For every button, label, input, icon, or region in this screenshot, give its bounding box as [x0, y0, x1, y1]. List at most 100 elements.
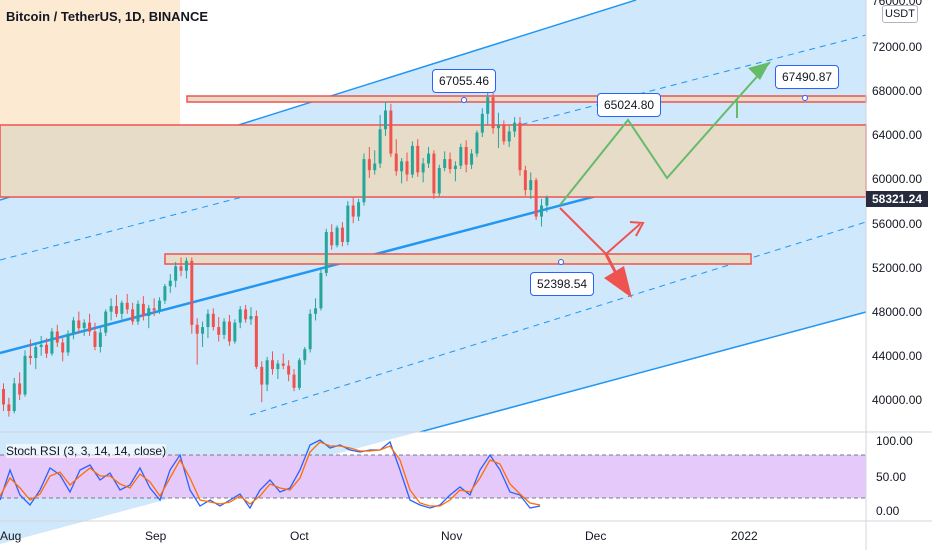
candle-body[interactable]	[265, 360, 269, 385]
candle-body[interactable]	[297, 360, 301, 388]
candle-body[interactable]	[45, 344, 49, 354]
support-zone[interactable]	[164, 253, 752, 265]
candle-body[interactable]	[540, 205, 543, 217]
candle-body[interactable]	[502, 124, 506, 142]
candle-body[interactable]	[507, 131, 511, 142]
candle-body[interactable]	[2, 388, 5, 405]
candle-body[interactable]	[152, 308, 156, 311]
candle-body[interactable]	[163, 286, 167, 301]
candle-body[interactable]	[7, 404, 11, 412]
candle-body[interactable]	[12, 383, 16, 412]
candle-body[interactable]	[330, 232, 334, 246]
candle-body[interactable]	[373, 163, 377, 171]
green-projection-path[interactable]	[559, 61, 771, 206]
low-target-callout[interactable]: 52398.54	[530, 272, 595, 296]
candle-body[interactable]	[82, 322, 86, 329]
candle-body[interactable]	[453, 165, 457, 170]
candle-body[interactable]	[319, 272, 323, 309]
candle-body[interactable]	[125, 302, 129, 310]
candle-body[interactable]	[443, 159, 447, 168]
candle-body[interactable]	[93, 331, 97, 347]
symbol-title[interactable]: Bitcoin / TetherUS, 1D, BINANCE	[6, 9, 209, 24]
candle-body[interactable]	[174, 266, 178, 281]
candle-body[interactable]	[448, 159, 452, 170]
candle-body[interactable]	[206, 313, 210, 328]
candle-body[interactable]	[227, 321, 231, 342]
candle-body[interactable]	[249, 316, 253, 320]
candle-body[interactable]	[244, 309, 248, 320]
candle-body[interactable]	[34, 346, 38, 359]
candle-body[interactable]	[470, 153, 474, 165]
candle-body[interactable]	[324, 232, 328, 273]
candle-body[interactable]	[287, 365, 291, 375]
currency-badge[interactable]: USDT	[882, 5, 918, 23]
candle-body[interactable]	[534, 180, 538, 217]
high-callout[interactable]: 67055.46	[432, 69, 497, 93]
candle-body[interactable]	[523, 170, 527, 191]
candle-body[interactable]	[314, 308, 318, 314]
candle-body[interactable]	[486, 97, 490, 114]
candle-body[interactable]	[513, 122, 517, 132]
candle-body[interactable]	[114, 306, 118, 314]
candle-body[interactable]	[271, 360, 274, 370]
candle-body[interactable]	[421, 163, 425, 173]
candle-body[interactable]	[55, 331, 59, 343]
top-resistance-zone[interactable]	[186, 95, 867, 103]
candle-body[interactable]	[378, 129, 382, 164]
candle-body[interactable]	[217, 327, 221, 335]
candle-body[interactable]	[389, 110, 393, 154]
candle-body[interactable]	[496, 124, 500, 129]
candle-body[interactable]	[168, 280, 172, 287]
candle-body[interactable]	[427, 153, 431, 164]
candle-body[interactable]	[61, 342, 65, 353]
candle-body[interactable]	[260, 366, 264, 385]
candle-body[interactable]	[120, 302, 124, 314]
candle-body[interactable]	[346, 205, 350, 242]
candle-body[interactable]	[141, 303, 145, 317]
candle-body[interactable]	[437, 167, 441, 194]
candle-body[interactable]	[459, 146, 463, 166]
candle-body[interactable]	[480, 113, 484, 133]
candle-body[interactable]	[340, 227, 344, 242]
candle-body[interactable]	[66, 333, 70, 353]
candle-body[interactable]	[491, 97, 495, 129]
candle-body[interactable]	[254, 316, 258, 367]
candle-body[interactable]	[335, 227, 339, 246]
candle-body[interactable]	[77, 320, 81, 329]
candle-body[interactable]	[518, 122, 522, 171]
candle-body[interactable]	[362, 159, 366, 203]
candle-body[interactable]	[357, 202, 361, 217]
candle-body[interactable]	[98, 332, 102, 347]
candle-body[interactable]	[410, 145, 414, 175]
candle-body[interactable]	[394, 153, 398, 172]
candle-body[interactable]	[147, 308, 151, 317]
candle-body[interactable]	[104, 311, 108, 333]
candle-body[interactable]	[201, 327, 205, 334]
candle-body[interactable]	[195, 324, 199, 334]
stoch-rsi-label[interactable]: Stoch RSI (3, 3, 14, 14, close)	[6, 444, 167, 458]
mid-target-callout[interactable]: 65024.80	[597, 93, 662, 117]
candle-body[interactable]	[158, 300, 162, 311]
candle-body[interactable]	[464, 146, 468, 165]
candle-body[interactable]	[475, 132, 479, 154]
candle-body[interactable]	[367, 159, 371, 171]
candle-body[interactable]	[39, 344, 43, 347]
candle-body[interactable]	[184, 260, 188, 271]
candle-body[interactable]	[222, 321, 226, 335]
candle-body[interactable]	[529, 180, 533, 191]
candle-body[interactable]	[136, 303, 140, 322]
candle-body[interactable]	[400, 161, 404, 172]
candle-body[interactable]	[383, 110, 387, 130]
candle-body[interactable]	[131, 309, 135, 322]
candle-body[interactable]	[233, 322, 237, 342]
candle-body[interactable]	[276, 363, 280, 370]
candle-body[interactable]	[190, 260, 194, 325]
candle-body[interactable]	[23, 355, 27, 395]
candle-body[interactable]	[292, 374, 296, 388]
candle-body[interactable]	[211, 313, 215, 328]
candle-body[interactable]	[545, 197, 549, 206]
candle-body[interactable]	[432, 153, 436, 194]
candle-body[interactable]	[88, 322, 92, 332]
